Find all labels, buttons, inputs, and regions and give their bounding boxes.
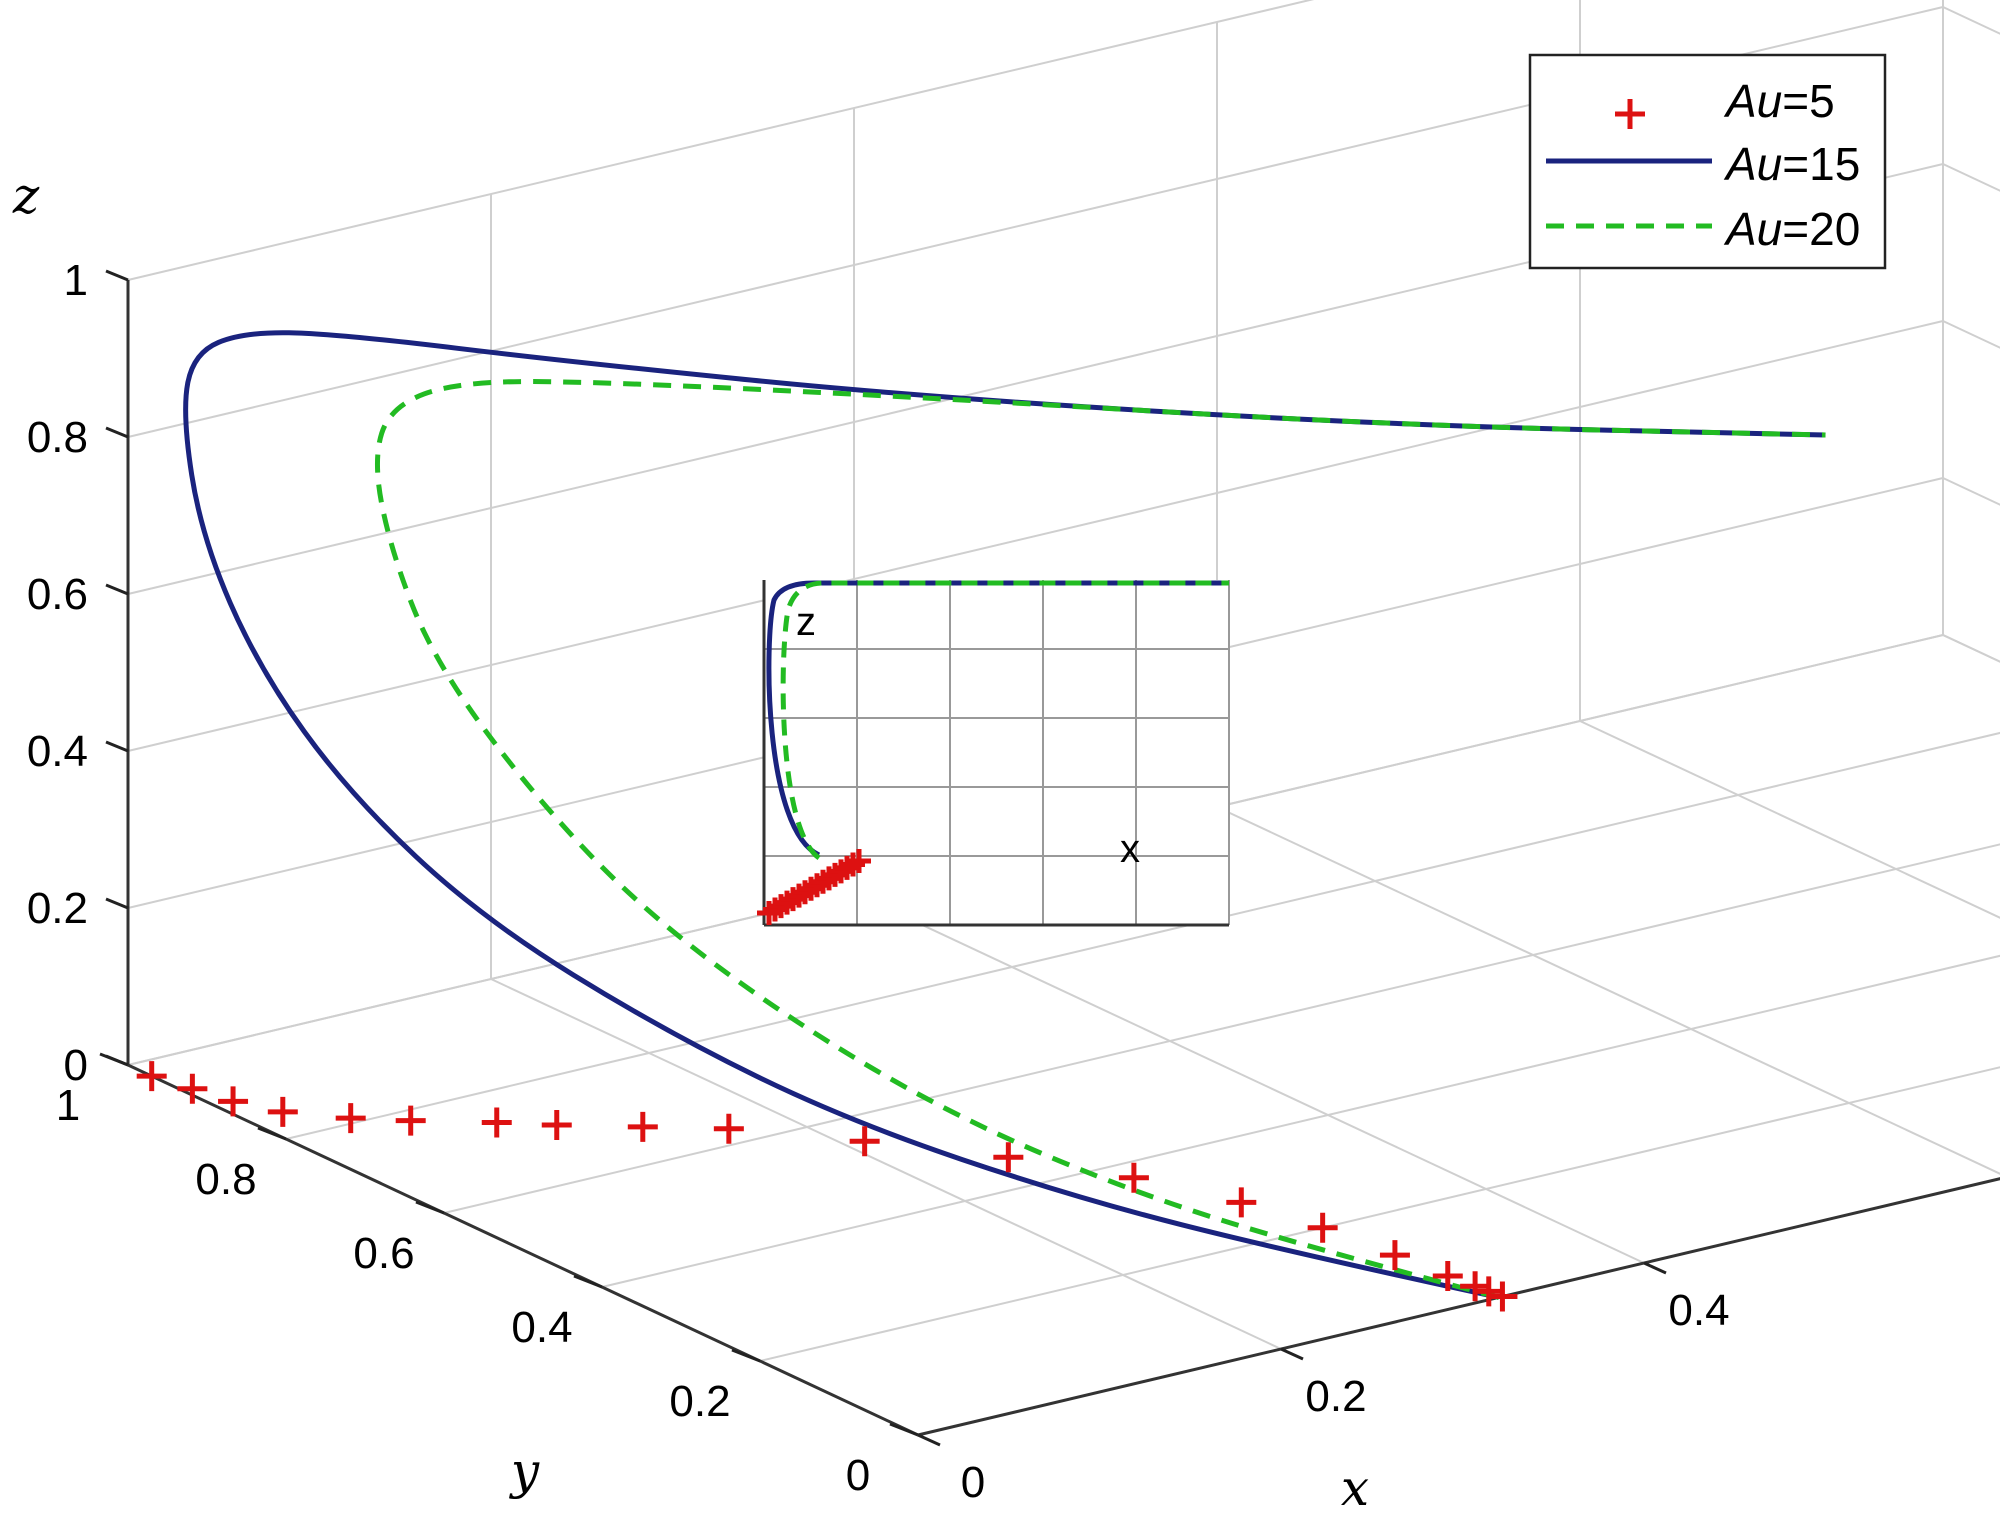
floor-grid-line bbox=[490, 978, 1282, 1350]
series-line-1 bbox=[183, 330, 1826, 1300]
legend-val-au15: =15 bbox=[1782, 138, 1860, 190]
y-axis-label: y bbox=[509, 1442, 540, 1500]
y-tick-mark bbox=[257, 1126, 287, 1141]
inset-line-au15 bbox=[766, 580, 1229, 858]
z-tick-mark bbox=[105, 426, 129, 439]
inset-markers bbox=[757, 849, 871, 925]
plus-marker bbox=[136, 1061, 167, 1092]
series-layer bbox=[136, 330, 1826, 1312]
plus-marker bbox=[395, 1105, 426, 1136]
floor-grid-line bbox=[853, 892, 1645, 1264]
y-tick-mark bbox=[889, 1422, 919, 1437]
y-tick-label: 0.6 bbox=[353, 1229, 414, 1278]
floor-grid-line bbox=[601, 954, 2000, 1288]
legend-val-au5: =5 bbox=[1782, 75, 1834, 127]
x-tick-label: 0.4 bbox=[1668, 1286, 1729, 1335]
z-tick-mark bbox=[105, 740, 129, 753]
legend-label-au20: Au=20 bbox=[1723, 203, 1860, 255]
y-tick-mark bbox=[415, 1200, 445, 1215]
y-tick-label: 0.4 bbox=[511, 1303, 572, 1352]
legend-label-au15: Au=15 bbox=[1723, 138, 1860, 190]
floor-grid-line bbox=[1579, 720, 2000, 919]
plus-marker bbox=[993, 1142, 1024, 1173]
floor-grid-line bbox=[917, 1177, 2000, 1436]
floor-grid-line bbox=[443, 843, 2000, 1214]
z-tick-label: 0.4 bbox=[27, 727, 88, 776]
back-wall-grid-line bbox=[127, 0, 1315, 281]
z-axis-label: z bbox=[12, 167, 40, 225]
plus-marker bbox=[713, 1113, 744, 1144]
floor-grid-line bbox=[1942, 634, 2000, 663]
x-tick-mark bbox=[1643, 1261, 1667, 1275]
plus-marker bbox=[627, 1111, 658, 1142]
x-axis-label: x bbox=[1341, 1459, 1369, 1514]
plus-marker bbox=[218, 1086, 249, 1117]
y-tick-label: 0.2 bbox=[669, 1377, 730, 1426]
right-wall-grid-line bbox=[1942, 634, 2000, 663]
z-tick-mark bbox=[105, 583, 129, 596]
plus-marker bbox=[1460, 1271, 1491, 1302]
z-tick-label: 0.6 bbox=[27, 570, 88, 619]
plus-marker bbox=[1118, 1162, 1149, 1193]
z-tick-mark bbox=[105, 897, 129, 910]
x-tick-mark bbox=[1280, 1347, 1304, 1361]
plus-marker bbox=[267, 1096, 298, 1127]
legend-plus-marker bbox=[1615, 99, 1645, 129]
series-line-2 bbox=[375, 379, 1826, 1300]
legend-entry-au5: Au=5 bbox=[1615, 75, 1835, 129]
plus-marker bbox=[177, 1073, 208, 1104]
x-axis-line bbox=[917, 1177, 2000, 1437]
legend-var-au20: Au bbox=[1723, 203, 1782, 255]
x-tick-mark bbox=[917, 1433, 941, 1447]
legend-label-au5: Au=5 bbox=[1723, 75, 1835, 127]
y-axis-line bbox=[127, 1063, 919, 1437]
plus-marker bbox=[481, 1107, 512, 1138]
plus-marker bbox=[849, 1126, 880, 1157]
plus-marker bbox=[335, 1103, 366, 1134]
legend-var-au15: Au bbox=[1723, 138, 1782, 190]
y-tick-label: 0 bbox=[846, 1451, 870, 1500]
plus-marker bbox=[1379, 1240, 1410, 1271]
right-wall-grid-line bbox=[1942, 320, 2000, 349]
floor-grid-line bbox=[1216, 806, 2000, 1175]
floor-grid-line bbox=[759, 1066, 2000, 1362]
right-wall-grid-line bbox=[1942, 6, 2000, 35]
legend-var-au5: Au bbox=[1723, 75, 1782, 127]
plus-marker bbox=[847, 849, 871, 873]
plus-marker bbox=[1487, 1281, 1518, 1312]
plus-marker bbox=[1226, 1187, 1257, 1218]
back-wall-grid-line bbox=[127, 320, 1944, 752]
z-tick-label: 0.2 bbox=[27, 884, 88, 933]
plus-marker bbox=[1432, 1261, 1463, 1292]
y-tick-label: 1 bbox=[56, 1081, 80, 1130]
z-tick-label: 1 bbox=[64, 256, 88, 305]
inset-x-label: x bbox=[1120, 827, 1140, 871]
legend-entry-au20: Au=20 bbox=[1546, 203, 1860, 255]
plus-marker bbox=[541, 1110, 572, 1140]
inset-line-au20 bbox=[780, 580, 1229, 861]
plus-marker bbox=[1307, 1212, 1338, 1243]
x-tick-label: 0.2 bbox=[1305, 1372, 1366, 1421]
y-tick-label: 0.8 bbox=[195, 1155, 256, 1204]
legend-val-au20: =20 bbox=[1782, 203, 1860, 255]
z-tick-label: 0 bbox=[64, 1041, 88, 1090]
x-tick-label: 0 bbox=[961, 1458, 985, 1507]
z-tick-label: 0.8 bbox=[27, 413, 88, 462]
axis-frame bbox=[126, 280, 2000, 1437]
legend-entry-au15: Au=15 bbox=[1546, 138, 1860, 190]
y-tick-mark bbox=[573, 1274, 603, 1289]
ticks: 0000.20.20.20.40.40.40.60.60.60.80.80.81… bbox=[27, 256, 1730, 1507]
z-tick-mark bbox=[105, 269, 129, 282]
y-tick-mark bbox=[731, 1348, 761, 1363]
legend: Au=5 Au=15 Au=20 bbox=[1528, 53, 1887, 270]
plus-marker bbox=[1473, 1276, 1504, 1307]
y-tick-mark bbox=[99, 1052, 129, 1067]
right-wall-grid-line bbox=[1942, 163, 2000, 192]
inset-panel: zx bbox=[757, 580, 1230, 927]
inset-z-label: z bbox=[796, 600, 816, 644]
series-markers-0 bbox=[136, 1061, 1518, 1312]
right-wall-grid-line bbox=[1942, 477, 2000, 506]
